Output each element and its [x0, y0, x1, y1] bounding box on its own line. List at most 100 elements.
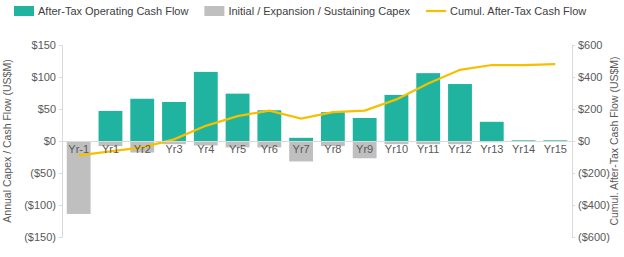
tick-label: ($150) [24, 231, 56, 243]
tick: $0 [572, 135, 590, 147]
tick-label: Yr4 [197, 143, 214, 155]
plot-area [67, 64, 567, 214]
axis-line [59, 46, 63, 238]
tick: Yr11 [417, 141, 439, 155]
tick-label: ($200) [578, 167, 610, 179]
tick-label: Yr11 [417, 143, 439, 155]
bar [480, 122, 504, 141]
tick: ($600) [572, 231, 610, 243]
legend-swatch [426, 10, 446, 12]
y-axis-title: Annual Capex / Cash Flow (US$M) [1, 59, 13, 222]
tick-mark [572, 109, 575, 110]
tick-mark [59, 173, 62, 174]
tick: Yr4 [197, 141, 214, 155]
tick-label: Yr6 [261, 143, 278, 155]
tick-label: Yr-1 [68, 143, 89, 155]
bar [289, 141, 313, 161]
tick-label: Yr9 [356, 143, 373, 155]
tick: $100 [32, 71, 62, 83]
bar-series [99, 72, 568, 141]
bar [289, 138, 313, 141]
tick: $400 [572, 71, 602, 83]
tick-mark [59, 45, 62, 46]
legend: After-Tax Operating Cash Flow Initial / E… [14, 5, 586, 17]
bar [67, 141, 91, 214]
tick-label: Yr2 [134, 143, 151, 155]
bar [321, 112, 345, 141]
legend-item: After-Tax Operating Cash Flow [14, 5, 188, 17]
tick-mark [572, 173, 575, 174]
tick: Yr1 [102, 141, 119, 155]
legend-item: Initial / Expansion / Sustaining Capex [204, 5, 410, 17]
legend-label: After-Tax Operating Cash Flow [38, 5, 188, 17]
tick: $50 [38, 103, 62, 115]
tick-label: Yr15 [544, 143, 567, 155]
tick-label: $600 [578, 39, 602, 51]
tick: Yr5 [229, 141, 246, 155]
tick-mark [572, 77, 575, 78]
tick-label: $200 [578, 103, 602, 115]
bar [353, 141, 377, 158]
tick-label: Yr1 [102, 143, 119, 155]
y-axis: ($150)($100)($50)$0$50$100$150 [24, 39, 62, 243]
tick-mark [572, 45, 575, 46]
tick: ($400) [572, 199, 610, 211]
tick-label: $400 [578, 71, 602, 83]
tick-label: $0 [44, 135, 56, 147]
tick-label: Yr10 [385, 143, 408, 155]
bar [99, 111, 123, 141]
tick-mark [59, 77, 62, 78]
chart: ($150)($100)($50)$0$50$100$150($600)($40… [0, 0, 624, 257]
tick-label: Yr3 [165, 143, 182, 155]
tick-label: Yr12 [448, 143, 471, 155]
tick-label: Yr5 [229, 143, 246, 155]
tick: Yr15 [544, 141, 567, 155]
tick: Yr12 [448, 141, 471, 155]
tick: Yr10 [385, 141, 408, 155]
legend-swatch [14, 6, 34, 16]
tick-mark [572, 205, 575, 206]
tick-label: ($50) [30, 167, 56, 179]
bar [194, 72, 218, 141]
tick-mark [59, 109, 62, 110]
tick: ($50) [30, 167, 62, 179]
legend-label: Initial / Expansion / Sustaining Capex [228, 5, 410, 17]
tick: Yr14 [512, 141, 535, 155]
tick-label: ($400) [578, 199, 610, 211]
tick-mark [59, 205, 62, 206]
tick: Yr6 [261, 141, 278, 155]
tick: ($150) [24, 231, 62, 243]
tick: $200 [572, 103, 602, 115]
bar [353, 118, 377, 141]
tick-label: $100 [32, 71, 56, 83]
tick: $0 [44, 135, 62, 147]
axis-line [573, 46, 576, 238]
tick-mark [572, 237, 575, 238]
tick-label: Yr14 [512, 143, 535, 155]
bar [448, 84, 472, 141]
legend-label: Cumul. After-Tax Cash Flow [450, 5, 586, 17]
legend-item: Cumul. After-Tax Cash Flow [426, 5, 586, 17]
tick-label: $50 [38, 103, 56, 115]
tick-mark [59, 237, 62, 238]
bar-series [67, 141, 567, 214]
tick: Yr-1 [68, 141, 89, 155]
tick: ($200) [572, 167, 610, 179]
legend-swatch [204, 6, 224, 16]
tick: Yr9 [356, 141, 373, 155]
tick: Yr13 [480, 141, 503, 155]
y2-axis-title: Cumul. After-Tax Cash Flow (US$M) [608, 56, 620, 225]
bar [257, 110, 281, 141]
tick-mark [59, 141, 62, 142]
tick: Yr3 [165, 141, 182, 155]
tick: Yr8 [324, 141, 341, 155]
tick: $600 [572, 39, 602, 51]
tick-label: Yr13 [480, 143, 503, 155]
tick-label: $0 [578, 135, 590, 147]
x-axis: Yr-1 Yr1 Yr2 Yr3 Yr4 Yr5 Yr6 Yr7 Yr8 Yr9 Yr10 Yr11 Y… [63, 141, 573, 155]
tick-label: Yr7 [293, 143, 310, 155]
y2-axis: ($600) ($400) ($200) $0 $200 $400 $600 [572, 39, 610, 243]
tick: ($100) [24, 199, 62, 211]
tick-label: ($600) [578, 231, 610, 243]
tick-label: Yr8 [324, 143, 341, 155]
